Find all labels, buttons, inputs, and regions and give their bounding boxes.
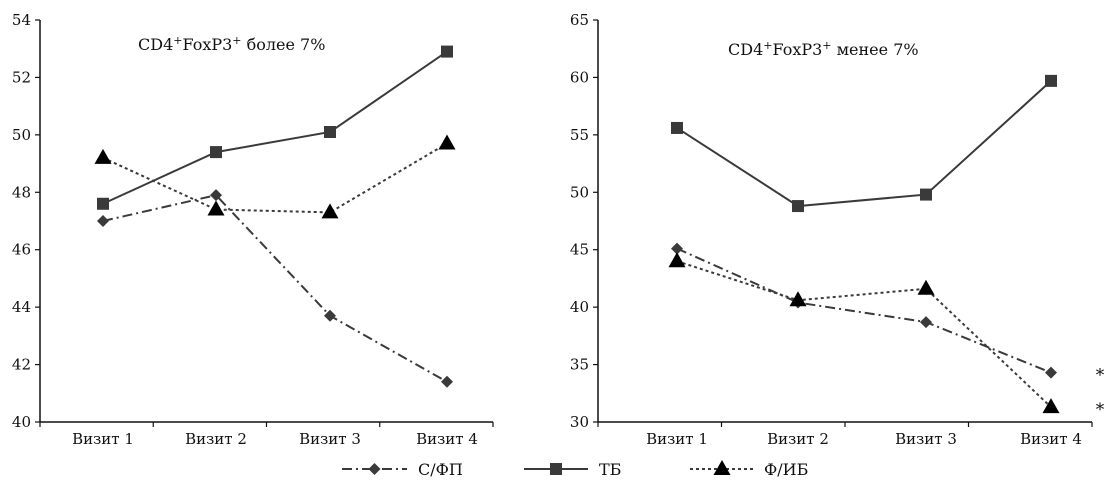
legend-label-ф-иб: Ф/ИБ	[764, 460, 808, 479]
data-point-тб	[792, 200, 804, 213]
data-point-тб	[210, 146, 222, 159]
y-tick-label: 44	[12, 298, 31, 316]
data-point-с-фп	[671, 242, 683, 255]
x-tick-label: Визит 3	[299, 430, 361, 448]
y-tick-label: 50	[570, 183, 589, 201]
series-line-тб	[102, 50, 448, 205]
y-tick-label: 40	[570, 298, 589, 316]
legend-marker-тб	[550, 463, 562, 475]
x-tick-label: Визит 4	[416, 430, 478, 448]
y-tick-label: 46	[12, 241, 31, 259]
data-point-с-фп	[97, 215, 109, 227]
legend: С/ФП ТБ Ф/ИБ	[342, 460, 808, 479]
chart-title: CD4+FoxP3+ менее 7%	[728, 39, 919, 60]
data-point-ф-иб	[207, 200, 225, 216]
data-point-тб	[671, 121, 683, 134]
y-tick-label: 42	[12, 356, 31, 374]
data-point-с-фп	[441, 375, 453, 388]
data-point-тб	[324, 125, 336, 138]
y-tick-label: 40	[12, 413, 31, 431]
series-line-ф-иб	[676, 260, 1052, 408]
data-point-ф-иб	[1042, 398, 1060, 414]
y-tick-label: 60	[570, 68, 589, 86]
y-tick-label: 45	[570, 241, 589, 259]
series-line-тб	[676, 80, 1052, 208]
x-tick-label: Визит 3	[895, 430, 957, 448]
legend-label-с-фп: С/ФП	[418, 460, 463, 479]
chart-right: 30 35 40 45 50 55 60 65 Визит 1 Визит 2 Визит 3 Виз…	[570, 11, 1105, 448]
significance-mark: *	[1096, 366, 1105, 386]
x-tick-label: Визит 1	[646, 430, 708, 448]
y-tick-label: 35	[570, 356, 589, 374]
y-tick-label: 52	[12, 68, 31, 86]
data-point-ф-иб	[321, 203, 339, 219]
legend-marker-ф-иб	[713, 460, 731, 475]
y-tick-label: 30	[570, 413, 589, 431]
x-tick-label: Визит 4	[1020, 430, 1082, 448]
y-tick-label: 48	[12, 183, 31, 201]
series-line-с-фп	[676, 247, 1052, 374]
data-point-тб	[441, 45, 453, 58]
data-point-тб	[97, 197, 109, 210]
data-point-с-фп	[1045, 366, 1057, 379]
legend-label-тб: ТБ	[599, 460, 621, 479]
x-tick-label: Визит 1	[72, 430, 134, 448]
data-point-ф-иб	[94, 148, 112, 164]
y-tick-label: 55	[570, 126, 589, 144]
chart-title: CD4+FoxP3+ более 7%	[138, 34, 325, 55]
x-tick-label: Визит 2	[767, 430, 829, 448]
data-point-ф-иб	[668, 252, 686, 268]
data-point-с-фп	[920, 316, 932, 329]
series-line-ф-иб	[102, 142, 448, 214]
data-point-ф-иб	[789, 291, 807, 307]
y-tick-label: 54	[12, 11, 31, 29]
data-point-тб	[1045, 74, 1057, 87]
series-line-с-фп	[102, 194, 448, 383]
data-point-с-фп	[324, 309, 336, 322]
significance-mark: *	[1096, 400, 1105, 420]
legend-marker-с-фп	[368, 463, 381, 475]
y-tick-label: 65	[570, 11, 589, 29]
data-point-ф-иб	[917, 279, 935, 295]
data-point-с-фп	[210, 189, 222, 202]
data-point-тб	[920, 188, 932, 201]
x-tick-label: Визит 2	[185, 430, 247, 448]
data-point-ф-иб	[438, 134, 456, 150]
chart-left: 40 42 44 46 48 50 52 54 Визит 1 Визит 2 Визит 3 Виз…	[12, 11, 494, 448]
y-tick-label: 50	[12, 126, 31, 144]
